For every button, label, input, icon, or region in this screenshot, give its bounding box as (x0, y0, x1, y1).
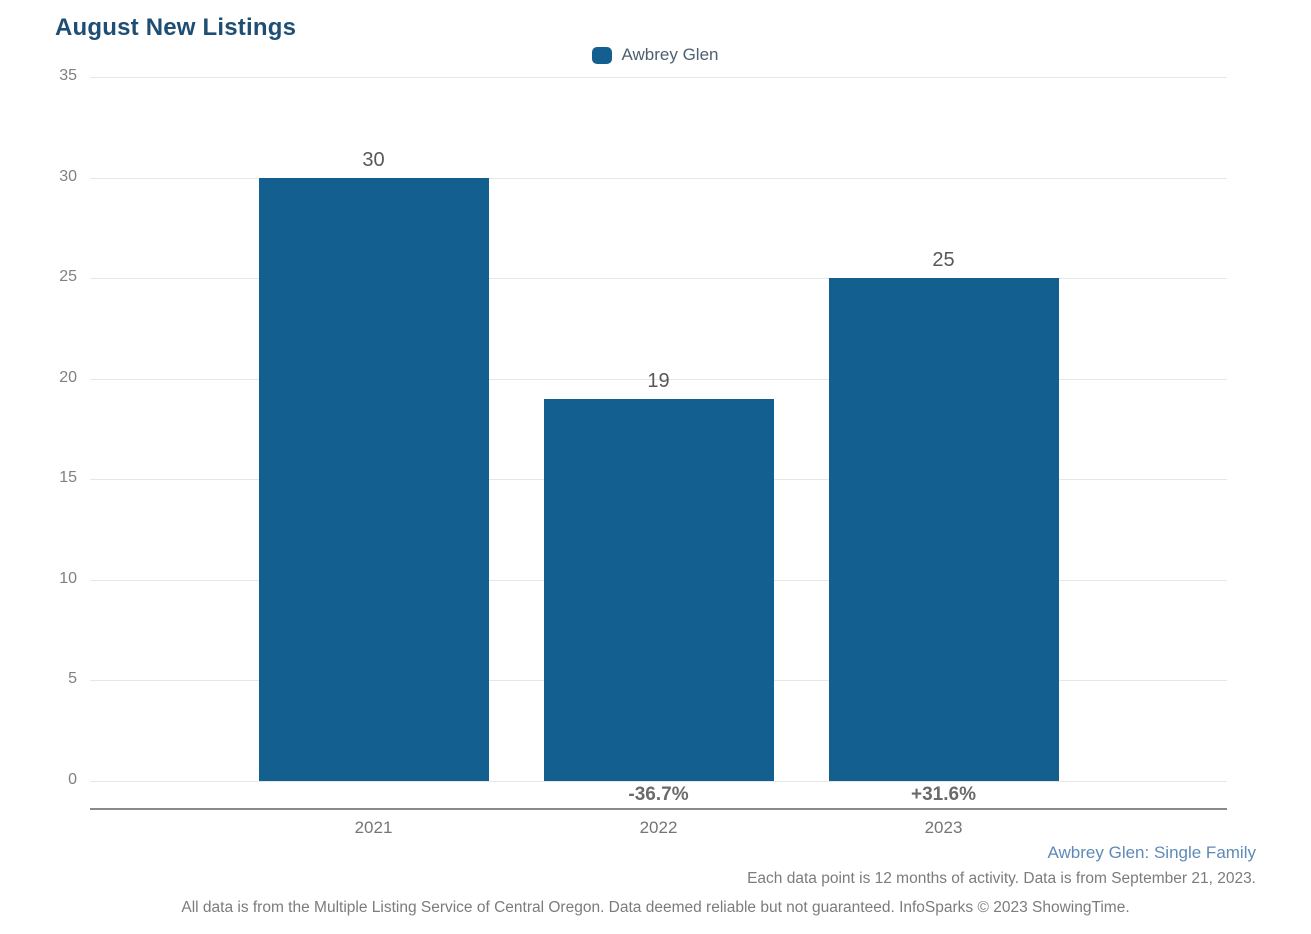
x-axis-label-2021: 2021 (354, 818, 393, 837)
x-axis-label-2022: 2022 (639, 818, 678, 837)
gridline-y-25 (90, 278, 1227, 280)
footnote-data-period: Each data point is 12 months of activity… (747, 870, 1256, 887)
pct-change-label-2023: +31.6% (911, 784, 976, 805)
gridline-y-35 (90, 77, 1227, 78)
bar-2021[interactable] (258, 177, 489, 781)
bar-value-label-2021: 30 (362, 148, 385, 171)
pct-change-label-2022: -36.7% (628, 784, 689, 805)
y-axis-tick-35: 35 (59, 67, 77, 84)
gridline-y-0 (90, 781, 1227, 782)
bar-value-label-2023: 25 (932, 249, 955, 272)
bar-2022[interactable] (543, 398, 774, 781)
legend: Awbrey Glen (0, 45, 1311, 65)
bar-2023[interactable] (828, 278, 1059, 781)
gridline-y-30 (90, 177, 1227, 179)
legend-swatch-awbrey-glen (592, 46, 613, 64)
y-axis-tick-5: 5 (68, 670, 77, 688)
y-axis-tick-0: 0 (68, 771, 77, 788)
x-axis-line (90, 808, 1227, 810)
y-axis-tick-25: 25 (59, 268, 77, 286)
y-axis-tick-10: 10 (59, 569, 77, 587)
y-axis-tick-20: 20 (59, 368, 77, 386)
y-axis-tick-15: 15 (59, 469, 77, 487)
gridline-y-20 (90, 378, 1227, 380)
footnote-series-descriptor: Awbrey Glen: Single Family (1047, 843, 1257, 862)
x-axis-label-2023: 2023 (924, 818, 963, 837)
y-axis-tick-30: 30 (59, 167, 77, 185)
bar-value-label-2022: 19 (647, 369, 670, 392)
chart-title: August New Listings (55, 14, 297, 41)
legend-label-awbrey-glen: Awbrey Glen (621, 45, 719, 64)
footer-mls-disclaimer: All data is from the Multiple Listing Se… (181, 899, 1130, 916)
